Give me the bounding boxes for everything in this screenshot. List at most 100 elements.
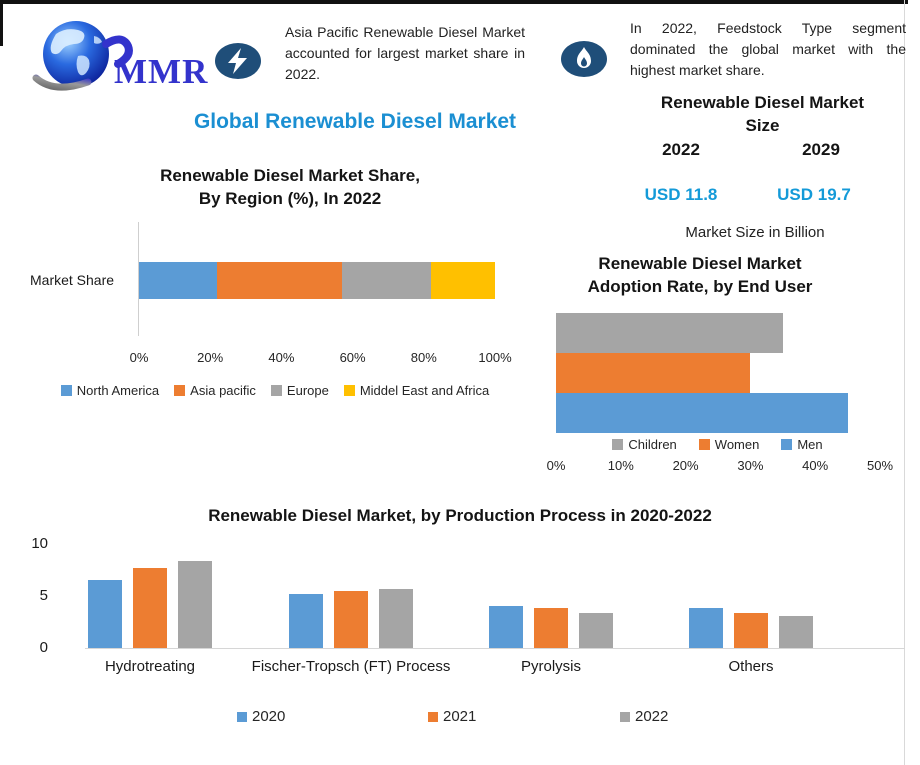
legend-item-2022: 2022 xyxy=(620,708,668,725)
legend-marker-2021 xyxy=(428,711,438,722)
legend-label-middel-east-and-africa: Middel East and Africa xyxy=(359,383,490,398)
market-size-title: Renewable Diesel Market Size xyxy=(660,93,865,135)
adoption-chart-x-ticks: 0% 10% 20% 30% 40% 50% xyxy=(547,458,893,474)
mmr-logo: MMR xyxy=(28,16,213,98)
legend-marker-north-america xyxy=(60,385,72,396)
bar-others-2022 xyxy=(779,615,813,648)
region-segment-middel-east-and-africa xyxy=(430,262,495,299)
legend-marker-children xyxy=(612,439,624,450)
top-border-rule xyxy=(0,0,908,4)
market-size-year-2029: 2029 xyxy=(802,140,840,159)
adoption-bar-women xyxy=(556,353,751,393)
adoption-bars xyxy=(556,313,880,433)
bar-group-others xyxy=(689,544,813,648)
region-chart-x-ticks: 0% 20% 40% 60% 80% 100% xyxy=(130,350,512,366)
legend-item-north-america: North America xyxy=(60,383,160,398)
axis-tick-20: 20% xyxy=(197,350,224,365)
bar-hydrotreating-2022 xyxy=(178,560,212,648)
category-label-others: Others xyxy=(728,658,774,675)
legend-label-2021: 2021 xyxy=(443,708,477,725)
main-title: Global Renewable Diesel Market xyxy=(193,110,517,133)
legend-item-2020: 2020 xyxy=(237,708,285,725)
flame-icon xyxy=(560,40,608,78)
legend-marker-women xyxy=(698,439,710,450)
axis-tick-40: 40% xyxy=(268,350,295,365)
axis-tick-30: 30% xyxy=(737,458,764,473)
legend-marker-middel-east-and-africa xyxy=(343,385,355,396)
callout-feedstock: In 2022, Feedstock Type segment dominate… xyxy=(630,20,906,78)
region-chart-y-axis xyxy=(138,222,139,336)
legend-item-children: Children xyxy=(612,437,677,452)
bar-fischer-tropsch-ft-process-2022 xyxy=(379,588,413,648)
market-size-unit-note: Market Size in Billion xyxy=(685,224,825,241)
axis-tick-0: 0% xyxy=(546,458,566,473)
bar-others-2020 xyxy=(689,608,723,648)
region-segment-asia-pacific xyxy=(217,262,342,299)
legend-label-men: Men xyxy=(797,437,823,452)
legend-marker-asia-pacific xyxy=(174,385,186,396)
axis-tick-10: 10% xyxy=(607,458,634,473)
region-segment-north-america xyxy=(139,262,218,299)
bar-hydrotreating-2021 xyxy=(133,567,167,648)
legend-label-europe: Europe xyxy=(286,383,329,398)
legend-label-2022: 2022 xyxy=(635,708,669,725)
legend-marker-2020 xyxy=(237,711,247,722)
region-chart-legend: North America Asia pacific Europe Middel Ea… xyxy=(20,383,530,398)
market-size-value-2029: USD 19.7 xyxy=(777,185,851,204)
legend-marker-2022 xyxy=(620,711,630,722)
category-label-hydrotreating: Hydrotreating xyxy=(104,658,196,675)
legend-item-men: Men xyxy=(781,437,823,452)
region-chart-title: Renewable Diesel Market Share, By Region… xyxy=(160,166,420,208)
bar-fischer-tropsch-ft-process-2021 xyxy=(334,590,368,648)
adoption-bar-men xyxy=(556,393,848,433)
globe-orbit-icon xyxy=(32,21,133,91)
legend-item-women: Women xyxy=(698,437,760,452)
market-size-year-2022: 2022 xyxy=(662,140,700,159)
y-tick-10: 10 xyxy=(31,535,48,552)
right-border-rule xyxy=(904,0,905,765)
bar-hydrotreating-2020 xyxy=(88,580,122,648)
bar-group-pyrolysis xyxy=(489,544,613,648)
legend-item-europe: Europe xyxy=(270,383,329,398)
axis-tick-60: 60% xyxy=(339,350,366,365)
axis-tick-80: 80% xyxy=(410,350,437,365)
bar-group-fischer-tropsch-ft-process xyxy=(289,544,413,648)
axis-tick-40: 40% xyxy=(802,458,829,473)
logo-wordmark: MMR xyxy=(114,52,209,91)
category-label-fischer-tropsch-ft-process: Fischer-Tropsch (FT) Process xyxy=(251,658,451,675)
axis-tick-0: 0% xyxy=(129,350,149,365)
bar-group-hydrotreating xyxy=(88,544,212,648)
legend-label-2020: 2020 xyxy=(252,708,286,725)
production-chart-baseline xyxy=(85,648,905,649)
left-border-notch xyxy=(0,0,3,46)
adoption-bar-children xyxy=(556,313,783,353)
bar-fischer-tropsch-ft-process-2020 xyxy=(289,593,323,648)
legend-label-women: Women xyxy=(714,437,760,452)
legend-marker-europe xyxy=(270,385,282,396)
legend-marker-men xyxy=(781,439,793,450)
legend-label-asia-pacific: Asia pacific xyxy=(190,383,256,398)
production-chart-title: Renewable Diesel Market, by Production P… xyxy=(208,506,712,525)
legend-label-children: Children xyxy=(628,437,677,452)
bar-pyrolysis-2022 xyxy=(579,612,613,648)
legend-item-middel-east-and-africa: Middel East and Africa xyxy=(343,383,490,398)
region-segment-europe xyxy=(341,262,431,299)
lightning-icon xyxy=(214,42,262,80)
market-size-value-2022: USD 11.8 xyxy=(644,185,718,204)
bar-pyrolysis-2021 xyxy=(534,608,568,648)
legend-item-asia-pacific: Asia pacific xyxy=(174,383,256,398)
y-tick-5: 5 xyxy=(39,587,48,604)
region-chart-category-label: Market Share xyxy=(30,272,115,288)
region-stacked-bar xyxy=(139,262,495,299)
axis-tick-100: 100% xyxy=(478,350,512,365)
adoption-chart-legend: Children Women Men xyxy=(545,437,890,452)
axis-tick-20: 20% xyxy=(672,458,699,473)
y-tick-0: 0 xyxy=(39,639,48,656)
callout-asia-pacific: Asia Pacific Renewable Diesel Market acc… xyxy=(285,24,525,82)
adoption-chart-title: Renewable Diesel Market Adoption Rate, b… xyxy=(587,254,813,296)
production-chart-legend: 2020 2021 2022 xyxy=(0,708,920,730)
legend-label-north-america: North America xyxy=(76,383,160,398)
bar-pyrolysis-2020 xyxy=(489,606,523,648)
category-label-pyrolysis: Pyrolysis xyxy=(520,658,582,675)
